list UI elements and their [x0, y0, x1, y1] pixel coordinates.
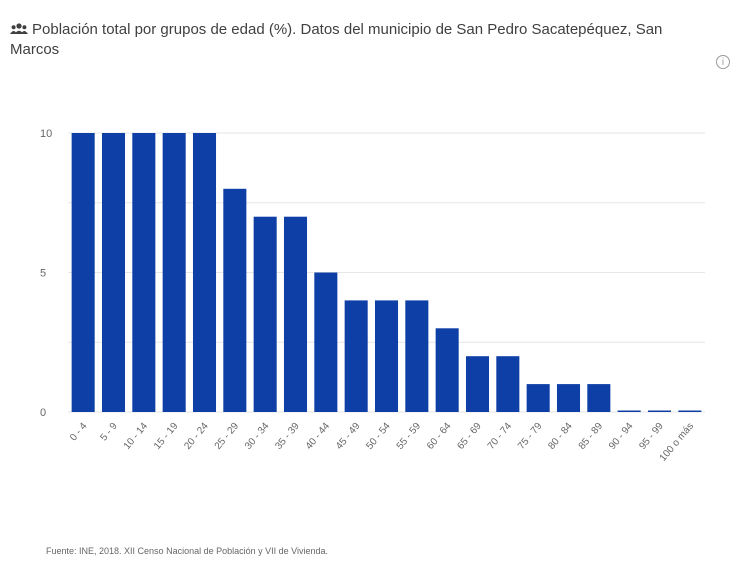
x-tick-label: 80 - 84	[546, 421, 575, 452]
y-tick-label: 10	[40, 128, 52, 140]
x-tick-label: 40 - 44	[304, 421, 333, 452]
bar-16[interactable]	[556, 384, 581, 412]
bar-10[interactable]	[374, 300, 399, 412]
bar-5[interactable]	[223, 188, 247, 412]
x-tick-label: 95 - 99	[637, 421, 666, 452]
x-tick-label: 45 - 49	[334, 421, 363, 452]
bar-2[interactable]	[132, 133, 156, 412]
x-tick-label: 0 - 4	[68, 421, 90, 444]
source-note: Fuente: INE, 2018. XII Censo Nacional de…	[46, 546, 329, 556]
x-tick-labels: 0 - 4 5 - 9 10 - 14 15 - 19 20 - 24 25 - 29 30…	[68, 421, 696, 464]
x-tick-label: 65 - 69	[455, 421, 484, 452]
x-tick-label: 15 - 19	[152, 421, 181, 452]
bar-1[interactable]	[101, 133, 126, 412]
x-tick-label: 75 - 79	[516, 421, 545, 452]
bar-14[interactable]	[496, 356, 520, 412]
x-tick-label: 55 - 59	[395, 421, 424, 452]
chart-header: Población total por grupos de edad (%). …	[10, 20, 710, 59]
bar-chart: 0 5 10 0 - 4 5 - 9 10 - 14 15 - 19 20 - 24 25 -…	[40, 128, 705, 464]
bar-11[interactable]	[405, 300, 429, 412]
x-tick-label: 90 - 94	[607, 421, 636, 452]
bar-8[interactable]	[314, 272, 338, 413]
x-tick-label: 50 - 54	[364, 421, 393, 452]
y-tick-label: 5	[40, 268, 46, 280]
bars	[71, 133, 702, 413]
x-tick-label: 35 - 39	[273, 421, 302, 452]
y-tick-labels: 0 5 10	[40, 128, 52, 419]
x-tick-label: 70 - 74	[486, 421, 515, 452]
y-tick-label: 0	[40, 407, 46, 419]
x-tick-label: 60 - 64	[425, 421, 454, 452]
bar-9[interactable]	[344, 300, 368, 412]
bar-4[interactable]	[192, 133, 217, 412]
bar-20[interactable]	[678, 410, 702, 413]
x-tick-label: 20 - 24	[182, 421, 211, 452]
x-tick-label: 10 - 14	[122, 421, 151, 452]
bar-3[interactable]	[162, 133, 186, 412]
bar-0[interactable]	[71, 133, 95, 412]
bar-19[interactable]	[647, 410, 672, 413]
bar-17[interactable]	[587, 384, 611, 412]
x-tick-label: 30 - 34	[243, 421, 272, 452]
chart-card	[8, 8, 741, 564]
bar-18[interactable]	[617, 410, 641, 413]
bar-13[interactable]	[465, 356, 490, 412]
bar-7[interactable]	[283, 216, 308, 412]
x-tick-label: 25 - 29	[213, 421, 242, 452]
bar-6[interactable]	[253, 216, 277, 412]
x-tick-label: 5 - 9	[99, 421, 121, 444]
bar-15[interactable]	[526, 384, 550, 412]
chart-title: Población total por grupos de edad (%). …	[10, 21, 663, 58]
x-tick-label: 85 - 89	[577, 421, 606, 452]
info-icon[interactable]: i	[716, 55, 730, 69]
bar-12[interactable]	[435, 328, 459, 412]
users-icon	[10, 21, 28, 40]
